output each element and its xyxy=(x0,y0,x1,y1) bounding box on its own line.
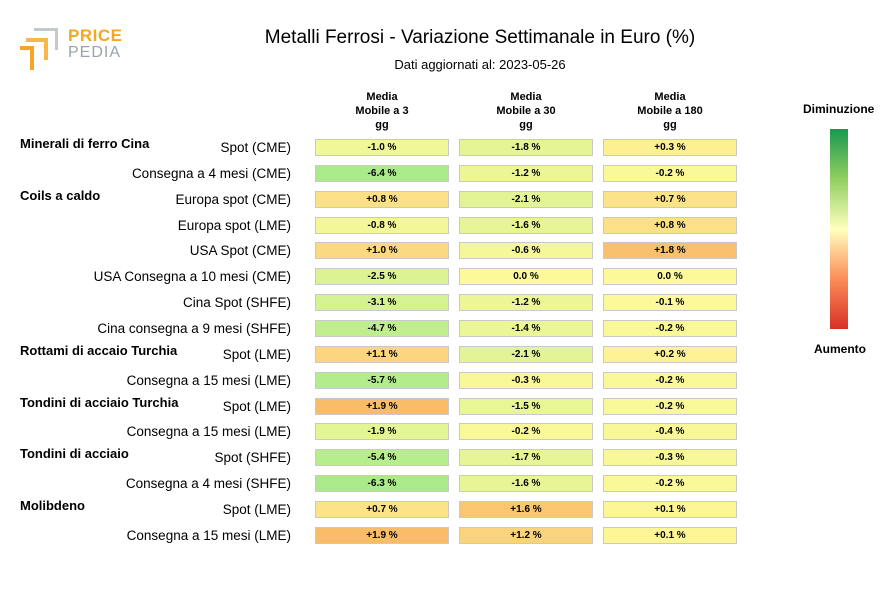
column-header-3: Media Mobile a 180 gg xyxy=(602,90,738,132)
row-label: Europa spot (CME) xyxy=(175,191,291,207)
logo-mark-icon xyxy=(20,28,58,70)
column-header-line: Mobile a 30 xyxy=(496,105,556,117)
row-label: USA Spot (CME) xyxy=(189,243,291,259)
heatmap-cell: -0.6 % xyxy=(459,242,593,260)
heatmap-cell: +0.2 % xyxy=(603,345,737,363)
column-header-2: Media Mobile a 30 gg xyxy=(458,90,594,132)
heatmap-cell: -1.7 % xyxy=(459,449,593,467)
heatmap-cell: -1.5 % xyxy=(459,397,593,415)
column-header-line: Mobile a 180 xyxy=(637,105,703,117)
heatmap-cell: -1.2 % xyxy=(459,164,593,182)
heatmap-cell: +1.1 % xyxy=(315,345,449,363)
column-header-line: gg xyxy=(663,119,677,131)
column-header-line: Media xyxy=(366,91,398,103)
column-header-line: Media xyxy=(654,91,686,103)
heatmap-cell: -0.2 % xyxy=(603,475,737,493)
heatmap-cell: +1.8 % xyxy=(603,242,737,260)
heatmap-cell: -0.2 % xyxy=(603,397,737,415)
heatmap-cell: -0.3 % xyxy=(459,371,593,389)
row-label: Cina consegna a 9 mesi (SHFE) xyxy=(97,320,291,336)
scale-label-top: Diminuzione xyxy=(803,102,875,116)
group-label: Rottami di accaio Turchia xyxy=(20,342,178,358)
heatmap-cell: -2.5 % xyxy=(315,268,449,286)
heatmap-cell: -1.8 % xyxy=(459,139,593,156)
heatmap-cell: -6.4 % xyxy=(315,164,449,182)
row-label: Spot (CME) xyxy=(220,140,291,155)
group-label: Tondini di acciaio xyxy=(20,446,129,462)
heatmap-cell: +0.7 % xyxy=(315,500,449,518)
heatmap-cell: -5.4 % xyxy=(315,449,449,467)
heatmap-cell: -0.1 % xyxy=(603,294,737,312)
row-label: USA Consegna a 10 mesi (CME) xyxy=(93,269,291,285)
column-header-1: Media Mobile a 3 gg xyxy=(314,90,450,132)
heatmap-cell: +0.1 % xyxy=(603,526,737,544)
row-label: Spot (SHFE) xyxy=(214,450,291,466)
heatmap-cell: +0.8 % xyxy=(603,216,737,234)
column-header-line: gg xyxy=(375,119,389,131)
color-scale-bar xyxy=(830,129,848,329)
group-label: Tondini di acciaio Turchia xyxy=(20,394,179,410)
logo-word-price: PRICE xyxy=(68,26,123,45)
heatmap-cell: +0.3 % xyxy=(603,139,737,156)
chart-subtitle: Dati aggiornati al: 2023-05-26 xyxy=(394,57,566,72)
row-label: Spot (LME) xyxy=(222,346,291,362)
heatmap-cell: +1.2 % xyxy=(459,526,593,544)
scale-label-bottom: Aumento xyxy=(814,342,866,356)
heatmap-cell: -3.1 % xyxy=(315,294,449,312)
heatmap-cell: +1.9 % xyxy=(315,526,449,544)
heatmap-cell: -0.4 % xyxy=(603,423,737,441)
heatmap-cell: -2.1 % xyxy=(459,345,593,363)
heatmap-cell: -1.2 % xyxy=(459,294,593,312)
row-label: Consegna a 15 mesi (LME) xyxy=(126,527,291,543)
heatmap-cell: -1.6 % xyxy=(459,216,593,234)
row-label: Consegna a 4 mesi (CME) xyxy=(131,165,291,181)
heatmap-cell: -1.9 % xyxy=(315,423,449,441)
heatmap-cell: +1.6 % xyxy=(459,500,593,518)
heatmap-cell: -1.0 % xyxy=(315,139,449,156)
heatmap-cell: -4.7 % xyxy=(315,319,449,337)
row-label: Spot (LME) xyxy=(222,398,291,414)
logo-word-pedia: PEDIA xyxy=(68,44,122,61)
heatmap-cell: -0.2 % xyxy=(603,164,737,182)
heatmap-cell: -0.2 % xyxy=(459,423,593,441)
column-header-line: Media xyxy=(510,91,542,103)
heatmap-cell: -1.4 % xyxy=(459,319,593,337)
heatmap-cell: +1.9 % xyxy=(315,397,449,415)
row-label: Consegna a 15 mesi (LME) xyxy=(126,372,291,388)
heatmap-cell: 0.0 % xyxy=(459,268,593,286)
heatmap-cell: -0.3 % xyxy=(603,449,737,467)
row-label: Consegna a 15 mesi (LME) xyxy=(126,424,291,440)
heatmap-cell: -2.1 % xyxy=(459,190,593,208)
group-label: Coils a caldo xyxy=(20,187,101,203)
column-header-line: gg xyxy=(519,119,533,131)
heatmap-cell: -0.8 % xyxy=(315,216,449,234)
chart-title: Metalli Ferrosi - Variazione Settimanale… xyxy=(264,27,696,48)
row-label: Cina Spot (SHFE) xyxy=(182,295,291,311)
column-header-line: Mobile a 3 xyxy=(355,105,409,117)
row-label: Consegna a 4 mesi (SHFE) xyxy=(125,476,291,492)
heatmap-cell: +1.0 % xyxy=(315,242,449,260)
heatmap-cell: 0.0 % xyxy=(603,268,737,286)
group-label: Minerali di ferro Cina xyxy=(20,136,150,151)
heatmap-cell: +0.8 % xyxy=(315,190,449,208)
heatmap-cell: +0.7 % xyxy=(603,190,737,208)
heatmap-cell: -6.3 % xyxy=(315,475,449,493)
heatmap-cell: -5.7 % xyxy=(315,371,449,389)
heatmap-cell: -1.6 % xyxy=(459,475,593,493)
heatmap-cell: -0.2 % xyxy=(603,319,737,337)
group-label: Molibdeno xyxy=(20,497,85,513)
pricepedia-logo: PRICE PEDIA xyxy=(18,24,128,74)
row-label: Spot (LME) xyxy=(222,501,291,517)
row-label: Europa spot (LME) xyxy=(177,217,291,233)
heatmap-cell: -0.2 % xyxy=(603,371,737,389)
heatmap-cell: +0.1 % xyxy=(603,500,737,518)
